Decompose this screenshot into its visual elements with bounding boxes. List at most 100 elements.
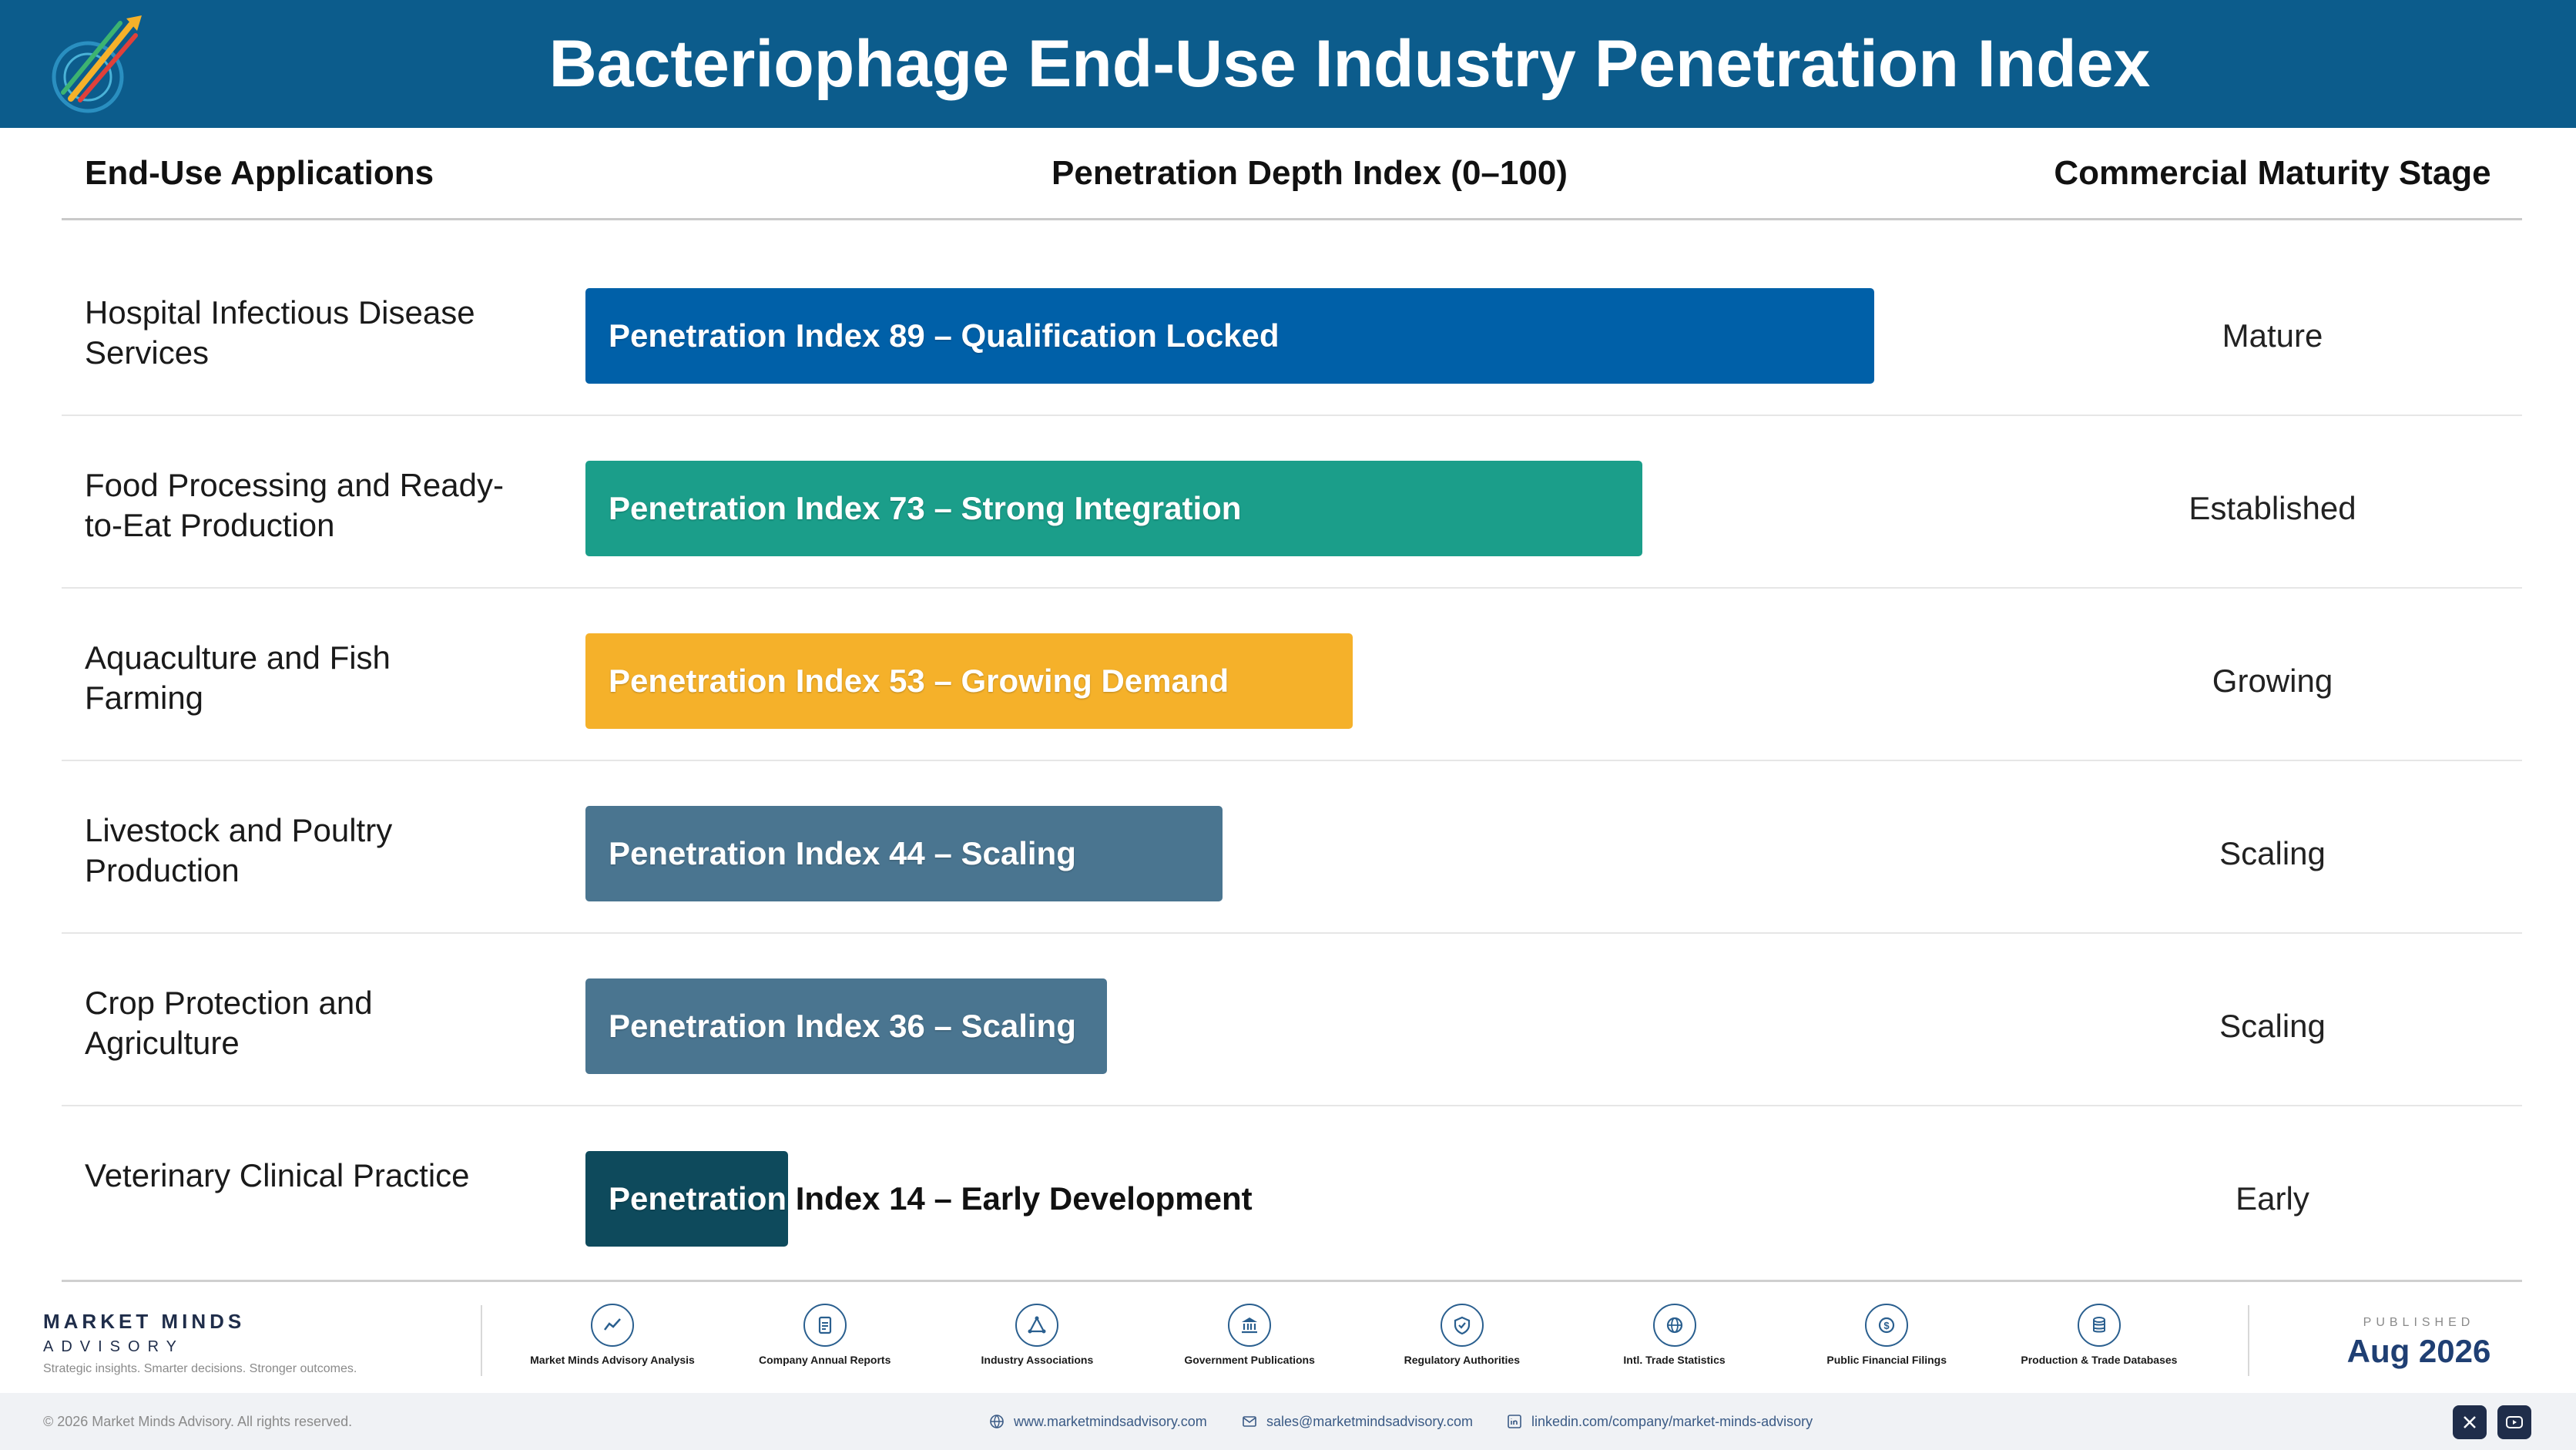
column-header-applications: End-Use Applications: [85, 154, 434, 192]
bar-label: Penetration Index 36 – Scaling: [609, 1008, 1076, 1044]
bar: [585, 461, 1643, 556]
bar: [585, 806, 1223, 901]
website-text: www.marketmindsadvisory.com: [1014, 1414, 1207, 1429]
bank-icon: [1228, 1304, 1272, 1347]
source-item: Intl. Trade Statistics: [1586, 1304, 1763, 1381]
footer-bottom-bar: © 2026 Market Minds Advisory. All rights…: [0, 1393, 2576, 1450]
bar: [585, 978, 1107, 1074]
source-label: Public Financial Filings: [1826, 1354, 1947, 1366]
table-row: Hospital Infectious Disease Services Pen…: [0, 243, 2576, 416]
maturity-stage: Scaling: [2219, 835, 2326, 871]
column-header-stage: Commercial Maturity Stage: [2054, 154, 2491, 192]
source-item: Industry Associations: [948, 1304, 1125, 1381]
globe-icon: [1652, 1304, 1696, 1347]
source-label: Company Annual Reports: [759, 1354, 891, 1366]
bar: [585, 288, 1875, 384]
published-block: PUBLISHED Aug 2026: [2303, 1316, 2534, 1370]
copyright: © 2026 Market Minds Advisory. All rights…: [43, 1414, 353, 1429]
footer-divider: [2248, 1305, 2249, 1376]
published-label: PUBLISHED: [2363, 1316, 2475, 1329]
source-label: Production & Trade Databases: [2021, 1354, 2178, 1366]
published-date: Aug 2026: [2346, 1333, 2491, 1369]
chart-rows: Hospital Infectious Disease Services Pen…: [0, 243, 2576, 1282]
source-item: Market Minds Advisory Analysis: [524, 1304, 701, 1381]
source-label: Government Publications: [1184, 1354, 1315, 1366]
brand-tagline: Strategic insights. Smarter decisions. S…: [43, 1362, 357, 1375]
source-label: Industry Associations: [981, 1354, 1094, 1366]
coin-icon: $: [1865, 1304, 1909, 1347]
globe-icon: [990, 1415, 1004, 1428]
document-icon: [803, 1304, 847, 1347]
bar-label: Penetration Index 14 – Early Development: [609, 1180, 1253, 1217]
bar-label-inner: Penetration Index 14 – Early Development: [609, 1180, 788, 1217]
network-icon: [1015, 1304, 1059, 1347]
market-minds-logo-icon: [52, 15, 142, 113]
chart-line-icon: [591, 1304, 634, 1347]
header-divider: [62, 218, 2522, 220]
bar: [585, 633, 1353, 729]
youtube-icon: [2506, 1416, 2523, 1428]
bar-track: Penetration Index 36 – Scaling: [585, 978, 2034, 1074]
application-label: Aquaculture and Fish Farming: [85, 639, 391, 716]
linkedin-text: linkedin.com/company/market-minds-adviso…: [1531, 1414, 1813, 1429]
application-label: Livestock and Poultry Production: [85, 812, 393, 888]
table-row: Livestock and Poultry Production Penetra…: [0, 761, 2576, 934]
brand-subtitle: ADVISORY: [43, 1338, 184, 1355]
table-row: Veterinary Clinical Practice Penetration…: [0, 1106, 2576, 1282]
row-divider: [62, 1105, 2522, 1106]
youtube-social-button[interactable]: [2497, 1405, 2531, 1439]
bar-track: Penetration Index 14 – Early Development…: [585, 1151, 2034, 1247]
table-row: Aquaculture and Fish Farming Penetration…: [0, 589, 2576, 761]
column-header-penetration: Penetration Depth Index (0–100): [1052, 154, 1568, 192]
svg-text:$: $: [1884, 1320, 1890, 1331]
source-item: Company Annual Reports: [736, 1304, 914, 1381]
maturity-stage: Established: [2189, 490, 2356, 526]
application-label: Food Processing and Ready-to-Eat Product…: [85, 467, 504, 543]
application-label: Hospital Infectious Disease Services: [85, 294, 475, 371]
maturity-stage: Growing: [2212, 663, 2333, 699]
bar-track: Penetration Index 73 – Strong Integratio…: [585, 461, 2034, 556]
row-divider: [62, 1280, 2522, 1282]
source-label: Regulatory Authorities: [1404, 1354, 1520, 1366]
application-label: Crop Protection and Agriculture: [85, 985, 373, 1061]
source-item: $ Public Financial Filings: [1798, 1304, 1975, 1381]
header-banner: Bacteriophage End-Use Industry Penetrati…: [0, 0, 2576, 128]
source-item: Government Publications: [1161, 1304, 1338, 1381]
row-divider: [62, 932, 2522, 934]
source-item: Regulatory Authorities: [1374, 1304, 1551, 1381]
mail-icon: [1243, 1416, 1256, 1427]
row-divider: [62, 415, 2522, 416]
email-link[interactable]: sales@marketmindsadvisory.com: [1242, 1393, 1473, 1450]
table-row: Crop Protection and Agriculture Penetrat…: [0, 934, 2576, 1106]
page-title: Bacteriophage End-Use Industry Penetrati…: [548, 27, 2151, 101]
source-label: Market Minds Advisory Analysis: [530, 1354, 695, 1366]
linkedin-icon: [1508, 1415, 1521, 1428]
x-social-button[interactable]: [2453, 1405, 2487, 1439]
row-divider: [62, 587, 2522, 589]
source-item: Production & Trade Databases: [2011, 1304, 2188, 1381]
row-divider: [62, 760, 2522, 761]
maturity-stage: Early: [2236, 1180, 2309, 1217]
bar-track: Penetration Index 53 – Growing Demand: [585, 633, 2034, 729]
footer: MARKET MINDS ADVISORY Strategic insights…: [0, 1294, 2576, 1450]
bar: [585, 1151, 789, 1247]
footer-divider: [481, 1305, 482, 1376]
table-row: Food Processing and Ready-to-Eat Product…: [0, 416, 2576, 589]
bar-label: Penetration Index 73 – Strong Integratio…: [609, 490, 1242, 526]
shield-icon: [1440, 1304, 1484, 1347]
bar-label: Penetration Index 44 – Scaling: [609, 835, 1076, 871]
x-icon: [2464, 1416, 2476, 1428]
bar-label-clip: Penetration Index 14 – Early Development: [585, 1151, 788, 1247]
footer-brand: MARKET MINDS ADVISORY Strategic insights…: [43, 1310, 357, 1376]
source-label: Intl. Trade Statistics: [1623, 1354, 1726, 1366]
website-link[interactable]: www.marketmindsadvisory.com: [989, 1393, 1207, 1450]
bar-label: Penetration Index 89 – Qualification Loc…: [609, 317, 1280, 354]
linkedin-link[interactable]: linkedin.com/company/market-minds-adviso…: [1507, 1393, 1813, 1450]
maturity-stage: Mature: [2222, 317, 2323, 354]
brand-name: MARKET MINDS: [43, 1310, 246, 1333]
application-label: Veterinary Clinical Practice: [85, 1157, 470, 1193]
bar-label: Penetration Index 53 – Growing Demand: [609, 663, 1229, 699]
source-list: Market Minds Advisory Analysis Company A…: [524, 1304, 2188, 1381]
email-text: sales@marketmindsadvisory.com: [1266, 1414, 1474, 1429]
database-icon: [2077, 1304, 2121, 1347]
